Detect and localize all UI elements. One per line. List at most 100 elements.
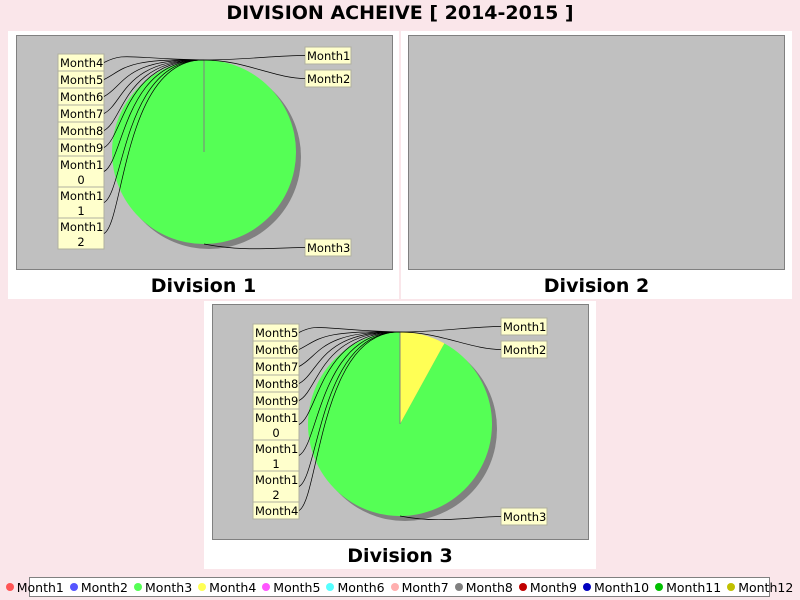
chart-legend: Month1 Month2 Month3 Month4 Month5 Month6 Mont… <box>5 577 793 597</box>
division-2-plot-area <box>408 35 785 270</box>
pie-label-month10: Month10 <box>57 155 105 188</box>
pie-label-month1: Month1 <box>500 317 548 336</box>
pie-label-month5: Month5 <box>252 323 300 342</box>
legend-label: Month8 <box>465 579 513 595</box>
pie-label-month7: Month7 <box>252 357 300 376</box>
pie-leader-line <box>298 331 401 350</box>
legend-item-month3: Month3 <box>134 580 192 595</box>
division-3-panel: Month1 Month2 Month3 Month5 Month6 Month7 Mont… <box>204 301 596 569</box>
pie-leader-line <box>298 331 401 456</box>
legend-item-month1: Month1 <box>5 579 64 595</box>
legend-label: Month2 <box>80 579 129 595</box>
pie-label-month10: Month10 <box>252 408 300 441</box>
pie-label-text: Month4 <box>60 56 103 70</box>
pie-label-text: Month1 <box>503 320 546 334</box>
pie-slice-month4 <box>400 332 445 424</box>
pie-leader-line <box>298 331 401 425</box>
legend-swatch <box>198 583 207 591</box>
legend-swatch <box>655 583 664 591</box>
pie-label-text: 1 <box>272 457 279 471</box>
legend-item-month8: Month8 <box>454 579 513 595</box>
pie-leader-line <box>103 59 205 172</box>
pie-label-text: Month1 <box>60 189 103 203</box>
division-2-panel: Division 2 <box>401 31 792 299</box>
pie-label-text: Month5 <box>60 73 103 87</box>
pie-leader-line <box>103 59 205 234</box>
pie-label-text: Month8 <box>60 124 103 138</box>
pie-leader-line <box>103 59 205 148</box>
pie-label-text: Month1 <box>255 411 298 425</box>
legend-item-month9: Month9 <box>518 579 577 595</box>
pie-label-month5: Month5 <box>57 70 105 89</box>
legend-swatch <box>727 583 736 591</box>
pie-leader-line <box>203 243 306 250</box>
page-title: DIVISION ACHEIVE [ 2014-2015 ] <box>226 2 574 24</box>
pie-label-month4: Month4 <box>252 501 300 520</box>
pie-leader-line <box>399 331 502 350</box>
pie-label-month12: Month12 <box>252 470 300 503</box>
division-1-title: Division 1 <box>150 275 257 297</box>
legend-item-month10: Month10 <box>583 580 649 595</box>
legend-swatch <box>454 583 463 591</box>
pie-leader-line <box>103 59 205 114</box>
legend-label: Month11 <box>666 579 722 595</box>
pie-leader-line <box>103 56 205 63</box>
legend-item-month4: Month4 <box>198 580 256 595</box>
pie-leader-line <box>298 331 401 401</box>
pie-label-text: Month2 <box>503 343 546 357</box>
pie-label-text: Month6 <box>60 90 103 104</box>
legend-item-month6: Month6 <box>326 579 385 595</box>
pie-label-month3: Month3 <box>500 507 548 526</box>
pie-leader-line <box>103 59 205 97</box>
division-3-title: Division 3 <box>347 545 453 567</box>
pie-leader-line <box>298 331 401 384</box>
pie-leader-line <box>399 326 502 333</box>
legend-label: Month1 <box>16 579 64 595</box>
legend-item-month2: Month2 <box>69 579 129 595</box>
legend-swatch <box>134 583 143 591</box>
division-2-pie-chart <box>409 36 786 271</box>
pie-label-month9: Month9 <box>252 391 300 410</box>
pie-label-text: 2 <box>272 488 279 502</box>
legend-label: Month7 <box>401 579 449 595</box>
legend-swatch <box>5 583 14 591</box>
legend-label: Month6 <box>337 579 385 595</box>
legend-swatch <box>390 583 399 591</box>
legend-swatch <box>518 583 527 591</box>
pie-label-text: Month8 <box>255 377 298 391</box>
pie-label-text: Month1 <box>255 442 298 456</box>
pie-label-month8: Month8 <box>252 374 300 393</box>
legend-label: Month3 <box>145 579 193 595</box>
pie-label-month1: Month1 <box>304 46 352 65</box>
pie-label-text: 1 <box>77 204 84 218</box>
legend-item-month5: Month5 <box>262 580 320 595</box>
pie-label-month2: Month2 <box>304 69 352 88</box>
legend-item-month11: Month11 <box>655 580 721 595</box>
pie-label-text: Month7 <box>60 107 103 121</box>
division-3-pie-chart: Month1 Month2 Month3 Month5 Month6 Month7 Mont… <box>252 317 548 526</box>
legend-swatch <box>583 583 591 591</box>
pie-label-text: Month4 <box>255 504 298 518</box>
legend-label: Month9 <box>529 579 577 595</box>
pie-label-month9: Month9 <box>57 138 105 157</box>
pie-label-text: 0 <box>77 173 84 187</box>
pie-leader-line <box>103 59 205 203</box>
pie-label-month11: Month11 <box>57 186 105 219</box>
pie-label-text: Month9 <box>255 394 298 408</box>
pie-label-text: Month1 <box>60 158 103 172</box>
pie-leader-line <box>298 331 401 367</box>
pie-label-text: Month5 <box>255 326 298 340</box>
legend-swatch <box>262 583 271 591</box>
legend-label: Month4 <box>209 579 257 595</box>
pie-label-text: Month7 <box>255 360 298 374</box>
pie-label-month11: Month11 <box>252 439 300 472</box>
division-1-plot-area: Month1 Month2 Month3 Month4 Month5 Month6 Mont… <box>16 35 393 270</box>
pie-label-month3: Month3 <box>304 238 352 257</box>
division-1-pie-chart: Month1 Month2 Month3 Month4 Month5 Month6 Mont… <box>57 46 352 257</box>
legend-label: Month10 <box>594 579 650 595</box>
legend-item-month12: Month12 <box>727 580 793 595</box>
pie-label-text: 2 <box>77 235 84 249</box>
pie-label-month7: Month7 <box>57 104 105 123</box>
legend-item-month7: Month7 <box>390 579 449 595</box>
pie-label-text: 0 <box>272 426 279 440</box>
